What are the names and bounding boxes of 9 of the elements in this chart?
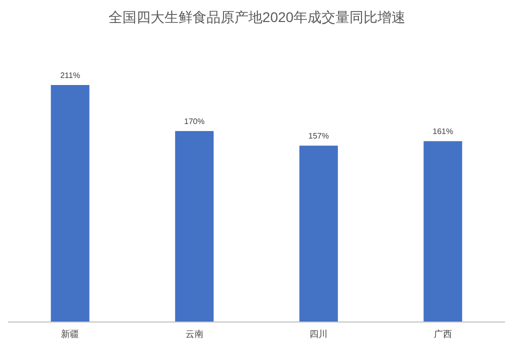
data-label: 161%: [432, 127, 454, 136]
x-tick-label: 四川: [310, 329, 328, 339]
x-tick-label: 广西: [434, 329, 452, 339]
data-label: 211%: [60, 71, 80, 80]
data-label: 170%: [184, 117, 205, 126]
x-tick-label: 新疆: [61, 329, 80, 339]
x-tick-label: 云南: [185, 329, 204, 339]
chart-title: 全国四大生鲜食品原产地2020年成交量同比增速: [108, 9, 406, 25]
data-label: 157%: [308, 132, 329, 141]
